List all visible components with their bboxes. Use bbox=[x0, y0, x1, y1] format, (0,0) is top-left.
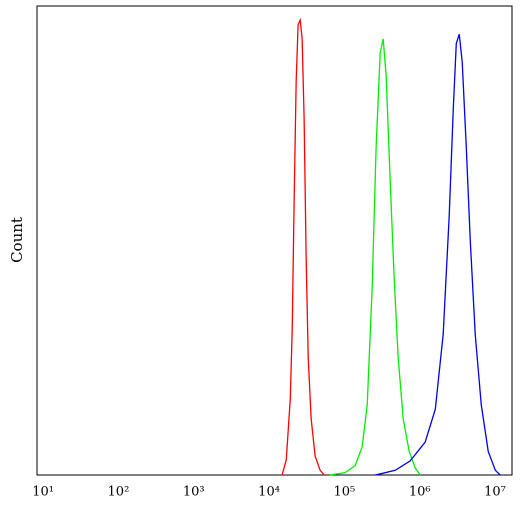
plot-frame bbox=[36, 5, 513, 476]
histogram-line bbox=[375, 33, 501, 476]
x-tick-label: 10² bbox=[108, 485, 130, 500]
x-tick-label: 10⁷ bbox=[484, 485, 506, 500]
histogram-line bbox=[281, 17, 325, 476]
x-tick-label: 10⁵ bbox=[334, 485, 356, 500]
x-tick-label: 10⁶ bbox=[409, 485, 431, 500]
histogram-line bbox=[330, 38, 421, 476]
x-tick-label: 10⁴ bbox=[258, 485, 280, 500]
y-axis-label: Count bbox=[8, 217, 26, 263]
x-tick-label: 10¹ bbox=[32, 485, 54, 500]
x-tick-label: 10³ bbox=[183, 485, 205, 500]
